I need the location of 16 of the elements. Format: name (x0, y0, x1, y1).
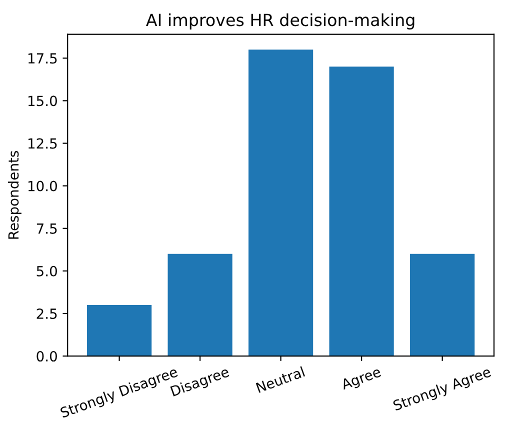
chart-title: AI improves HR decision-making (146, 13, 414, 30)
y-tick-label: 12.5 (28, 138, 57, 149)
y-tick-label: 10.0 (28, 180, 57, 192)
bar (329, 66, 394, 356)
y-tick-label: 7.5 (36, 224, 57, 234)
bar (248, 50, 314, 356)
y-tick-label: 5.0 (36, 266, 57, 276)
y-tick-label: 15.0 (28, 96, 57, 106)
bar (410, 254, 475, 356)
y-tick-label: 17.5 (28, 53, 57, 64)
y-tick-label: 2.5 (36, 308, 57, 319)
y-tick-label: 0.0 (36, 351, 57, 362)
y-axis-title: Respondents (8, 150, 22, 239)
bar (86, 305, 152, 356)
x-tick-label: Agree (340, 366, 382, 392)
bar (168, 254, 232, 356)
